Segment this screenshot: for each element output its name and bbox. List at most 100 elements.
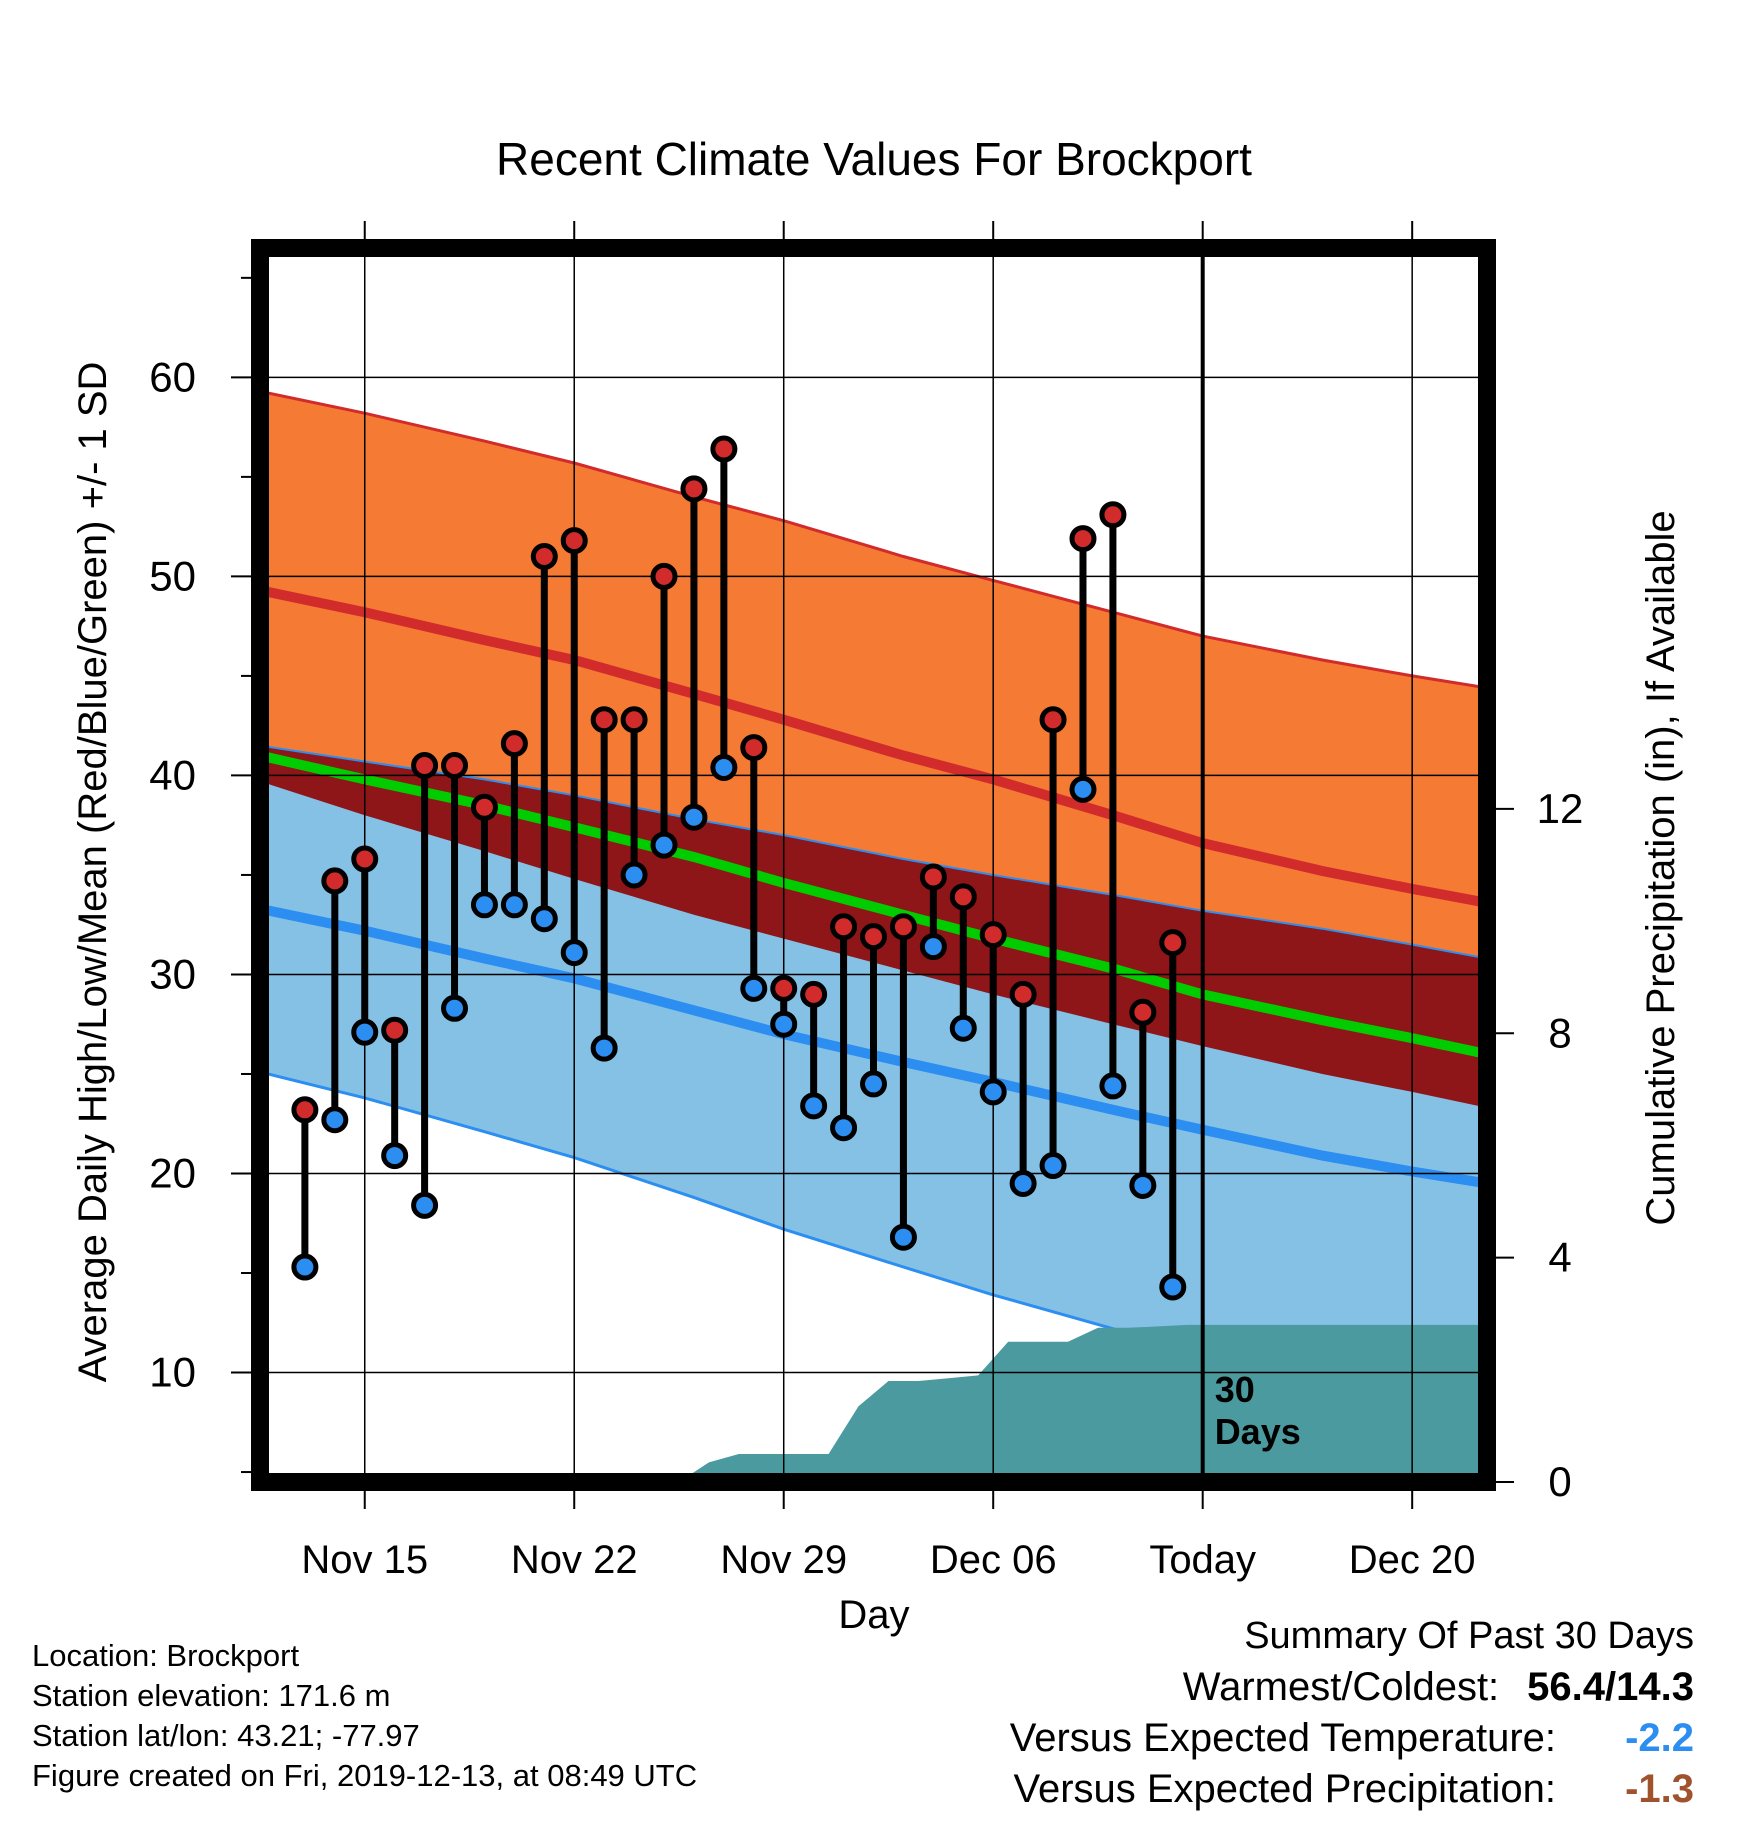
y-tick-label: 30 [149, 950, 196, 997]
high-temp-point [710, 435, 738, 463]
high-temp-point [590, 706, 618, 734]
high-temp-point [560, 527, 588, 555]
today-days-label: 30 Days [1215, 1369, 1301, 1452]
low-temp-point [1129, 1171, 1157, 1199]
low-temp-point [321, 1106, 349, 1134]
temp-anomaly-value: -2.2 [1625, 1716, 1694, 1760]
plot-area: 30 Days 10 20 30 40 50 60 0 4 8 12 Nov 15 Nov 22 Nov 2… [149, 221, 1583, 1582]
high-temp-point [800, 980, 828, 1008]
high-temp-point [321, 867, 349, 895]
temp-anomaly-label: Versus Expected Temperature: [1009, 1716, 1556, 1760]
precip-anomaly-value: -1.3 [1625, 1767, 1694, 1811]
high-temp-point [740, 734, 768, 762]
low-temp-point [590, 1034, 618, 1062]
low-temp-point [1009, 1169, 1037, 1197]
low-temp-point [1159, 1273, 1187, 1301]
low-temp-point [740, 974, 768, 1002]
low-temp-point [830, 1114, 858, 1142]
x-tick-label: Dec 06 [930, 1538, 1057, 1582]
x-axis-label: Day [838, 1593, 909, 1637]
high-temp-point [860, 923, 887, 951]
high-temp-point [979, 921, 1007, 949]
high-temp-point [919, 863, 947, 891]
x-tick-label: Nov 29 [720, 1538, 847, 1582]
chart-title: Recent Climate Values For Brockport [496, 133, 1252, 185]
low-temp-point [441, 994, 469, 1022]
high-temp-point [620, 706, 648, 734]
high-temp-point [291, 1096, 319, 1124]
low-temp-point [919, 933, 947, 961]
plot-inner: 30 Days [260, 248, 1487, 1482]
low-temp-point [560, 939, 588, 967]
low-temp-point [1069, 775, 1097, 803]
high-temp-point [770, 974, 798, 1002]
low-temp-point [1039, 1152, 1067, 1180]
high-temp-point [441, 751, 469, 779]
low-temp-point [680, 803, 708, 831]
y-tick-label: 60 [149, 353, 196, 400]
low-temp-point [291, 1253, 319, 1281]
high-temp-point [1159, 929, 1187, 957]
high-temp-point [1129, 998, 1157, 1026]
y-axis-right-label: Cumulative Precipitation (in), If Availa… [1639, 510, 1683, 1225]
high-temp-point [470, 793, 498, 821]
temp-anomaly-row: Versus Expected Temperature: -2.2 [1010, 1713, 1694, 1764]
x-tick-label: Nov 22 [511, 1538, 638, 1582]
high-temp-point [949, 883, 977, 911]
low-temp-point [770, 1010, 798, 1038]
precipitation-area [260, 1324, 1487, 1482]
high-temp-point [1099, 501, 1127, 529]
high-temp-point [530, 543, 558, 570]
high-plus-sd-line [260, 389, 1487, 690]
y-right-tick-label: 4 [1548, 1234, 1571, 1281]
created-text: Figure created on Fri, 2019-12-13, at 08… [32, 1758, 698, 1793]
high-minus-sd-line [260, 744, 1487, 960]
elevation-text: Station elevation: 171.6 m [32, 1678, 391, 1713]
high-temp-point [351, 845, 379, 873]
high-temp-point [411, 751, 439, 779]
high-temp-point [500, 730, 528, 758]
low-temp-point [530, 905, 558, 933]
low-temp-point [860, 1070, 887, 1098]
location-text: Location: Brockport [32, 1638, 300, 1673]
low-temp-point [1099, 1072, 1127, 1100]
y-right-tick-label: 0 [1548, 1458, 1571, 1505]
warm-cold-value: 56.4/14.3 [1527, 1665, 1694, 1709]
low-temp-point [411, 1191, 439, 1219]
x-tick-label: Nov 15 [301, 1538, 428, 1582]
precip-anomaly-label: Versus Expected Precipitation: [1013, 1767, 1556, 1811]
low-temp-point [470, 891, 498, 919]
summary-panel: Summary Of Past 30 Days Warmest/Coldest:… [1010, 1610, 1694, 1815]
plot-frame [251, 239, 1496, 1491]
low-temp-point [800, 1092, 828, 1120]
y-right-tick-label: 8 [1548, 1009, 1571, 1056]
latlon-text: Station lat/lon: 43.21; -77.97 [32, 1718, 420, 1753]
low-temp-point [710, 753, 738, 781]
normal-high-line [260, 585, 1487, 908]
y-tick-label: 20 [149, 1150, 196, 1197]
summary-title: Summary Of Past 30 Days [1244, 1615, 1694, 1657]
low-temp-point [351, 1018, 379, 1046]
summary-title-row: Summary Of Past 30 Days [1010, 1610, 1694, 1662]
low-temp-point [381, 1142, 409, 1170]
station-info: Location: Brockport Station elevation: 1… [32, 1636, 697, 1796]
warm-cold-row: Warmest/Coldest: 56.4/14.3 [1010, 1662, 1694, 1713]
y-axis-label: Average Daily High/Low/Mean (Red/Blue/Gr… [71, 362, 115, 1383]
low-temp-point [979, 1078, 1007, 1106]
high-temp-point [381, 1016, 409, 1044]
high-temp-point [1069, 525, 1097, 553]
high-temp-point [830, 913, 858, 941]
high-temp-point [680, 475, 708, 503]
x-tick-label: Today [1149, 1538, 1256, 1582]
low-temp-point [949, 1014, 977, 1042]
y-tick-label: 10 [149, 1349, 196, 1396]
precip-anomaly-row: Versus Expected Precipitation: -1.3 [1010, 1764, 1694, 1815]
high-temp-point [1039, 706, 1067, 734]
x-tick-label: Dec 20 [1349, 1538, 1476, 1582]
warm-cold-label: Warmest/Coldest: [1182, 1665, 1500, 1709]
low-temp-point [889, 1223, 917, 1251]
high-temp-point [650, 562, 678, 590]
y-tick-label: 50 [149, 552, 196, 599]
high-temp-point [1009, 980, 1037, 1008]
